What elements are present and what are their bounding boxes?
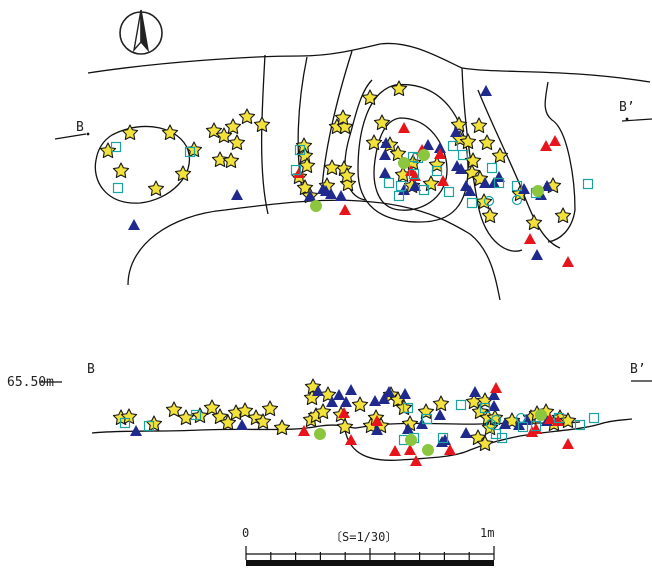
star-marker bbox=[222, 152, 240, 169]
scale-bar-solid bbox=[246, 560, 494, 566]
red-triangle-marker bbox=[490, 382, 502, 393]
plan-contour-right-3 bbox=[544, 81, 576, 243]
blue-triangle-marker bbox=[345, 384, 357, 395]
star-marker bbox=[253, 116, 271, 133]
star-marker bbox=[390, 80, 408, 97]
star-marker bbox=[428, 156, 446, 173]
star-marker bbox=[361, 89, 379, 106]
star-marker bbox=[165, 401, 183, 418]
red-triangle-marker bbox=[389, 445, 401, 456]
plan-section-line: B B’ bbox=[54, 100, 652, 140]
star-marker bbox=[273, 419, 291, 436]
plan-section-end-label: B’ bbox=[619, 100, 635, 115]
star-marker bbox=[203, 399, 221, 416]
green-circle-marker bbox=[405, 434, 417, 446]
blue-triangle-marker bbox=[531, 249, 543, 260]
square-marker bbox=[588, 412, 600, 424]
star-marker bbox=[450, 116, 468, 133]
blue-triangle-marker bbox=[399, 388, 411, 399]
star-marker bbox=[228, 134, 246, 151]
green-circle-marker bbox=[314, 428, 326, 440]
star-marker bbox=[161, 124, 179, 141]
green-circle-marker bbox=[418, 149, 430, 161]
blue-triangle-marker bbox=[231, 189, 243, 200]
plan-view bbox=[87, 42, 651, 301]
plan-section-start-label: B bbox=[76, 120, 84, 135]
green-circle-marker bbox=[535, 409, 547, 421]
star-marker bbox=[365, 134, 383, 151]
star-marker bbox=[238, 108, 256, 125]
green-circle-marker bbox=[310, 200, 322, 212]
scale-ratio-label: 〔S=1/30〕 bbox=[330, 530, 397, 544]
square-marker bbox=[486, 162, 498, 174]
plan-top-boundary bbox=[87, 42, 651, 83]
red-triangle-marker bbox=[437, 175, 449, 186]
section-end-label: B’ bbox=[630, 362, 646, 377]
red-triangle-marker bbox=[410, 455, 422, 466]
scale-zero-label: 0 bbox=[242, 526, 249, 540]
red-triangle-marker bbox=[562, 438, 574, 449]
plan-pit-left bbox=[94, 125, 191, 204]
square-marker bbox=[443, 186, 455, 198]
star-marker bbox=[478, 134, 496, 151]
green-circle-marker bbox=[422, 444, 434, 456]
star-marker bbox=[323, 159, 341, 176]
square-marker bbox=[112, 182, 124, 194]
scale-ticks bbox=[245, 546, 495, 560]
section-labels: 65.50m B B’ bbox=[7, 362, 646, 390]
scale-one-meter-label: 1m bbox=[480, 526, 494, 540]
section-start-label: B bbox=[87, 362, 95, 377]
blue-triangle-marker bbox=[333, 389, 345, 400]
blue-triangle-marker bbox=[469, 386, 481, 397]
star-marker bbox=[99, 142, 117, 159]
star-marker bbox=[336, 418, 354, 435]
plan-contour-right-2 bbox=[477, 89, 561, 249]
blue-triangle-marker bbox=[379, 149, 391, 160]
star-marker bbox=[224, 118, 242, 135]
star-marker bbox=[481, 207, 499, 224]
star-marker bbox=[432, 395, 450, 412]
star-marker bbox=[422, 175, 440, 192]
green-circle-marker bbox=[532, 185, 544, 197]
section-elevation-label: 65.50m bbox=[7, 375, 54, 390]
blue-triangle-marker bbox=[128, 219, 140, 230]
red-triangle-marker bbox=[524, 233, 536, 244]
plan-contour-1 bbox=[260, 54, 269, 215]
blue-triangle-marker bbox=[379, 167, 391, 178]
blue-triangle-marker bbox=[369, 395, 381, 406]
blue-triangle-marker bbox=[460, 427, 472, 438]
green-circle-marker bbox=[398, 157, 410, 169]
star-marker bbox=[112, 162, 130, 179]
red-triangle-marker bbox=[562, 256, 574, 267]
blue-triangle-marker bbox=[335, 190, 347, 201]
scale-bar: 0 〔S=1/30〕 1m bbox=[242, 526, 495, 566]
square-marker bbox=[455, 399, 467, 411]
star-marker bbox=[261, 400, 279, 417]
red-triangle-marker bbox=[398, 122, 410, 133]
plan-bottom-boundary bbox=[127, 199, 501, 301]
blue-triangle-marker bbox=[480, 85, 492, 96]
star-marker bbox=[554, 207, 572, 224]
red-triangle-marker bbox=[339, 204, 351, 215]
blue-triangle-marker bbox=[236, 419, 248, 430]
star-marker bbox=[373, 114, 391, 131]
star-marker bbox=[470, 117, 488, 134]
section-lower-line bbox=[344, 418, 633, 461]
red-triangle-marker bbox=[549, 135, 561, 146]
north-arrow-icon bbox=[119, 9, 163, 55]
star-marker bbox=[147, 180, 165, 197]
square-marker bbox=[466, 197, 478, 209]
square-marker bbox=[582, 178, 594, 190]
square-marker bbox=[383, 177, 395, 189]
star-marker bbox=[491, 147, 509, 164]
star-marker bbox=[351, 396, 369, 413]
red-triangle-marker bbox=[298, 425, 310, 436]
